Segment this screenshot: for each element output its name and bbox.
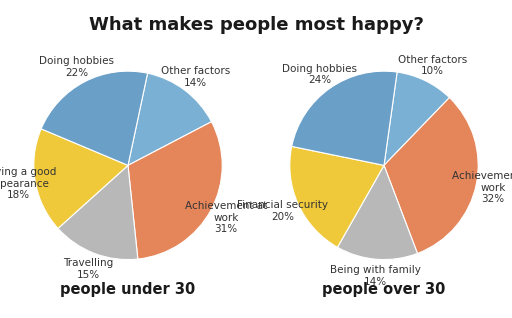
Text: Doing hobbies
22%: Doing hobbies 22%: [39, 56, 114, 78]
Text: Financial security
20%: Financial security 20%: [237, 200, 328, 222]
Title: people over 30: people over 30: [323, 282, 445, 297]
Text: Achievement at
work
32%: Achievement at work 32%: [452, 171, 512, 204]
Text: Doing hobbies
24%: Doing hobbies 24%: [283, 64, 357, 85]
Wedge shape: [128, 73, 211, 165]
Text: What makes people most happy?: What makes people most happy?: [89, 16, 423, 34]
Wedge shape: [337, 165, 417, 259]
Wedge shape: [128, 122, 222, 259]
Wedge shape: [41, 71, 147, 165]
Text: Being with family
14%: Being with family 14%: [330, 266, 421, 287]
Wedge shape: [384, 98, 478, 253]
Text: Other factors
14%: Other factors 14%: [161, 66, 230, 88]
Wedge shape: [290, 146, 384, 247]
Text: Travelling
15%: Travelling 15%: [63, 258, 113, 280]
Text: Having a good
appearance
18%: Having a good appearance 18%: [0, 167, 56, 200]
Wedge shape: [34, 129, 128, 228]
Text: Achievement at
work
31%: Achievement at work 31%: [185, 201, 267, 234]
Wedge shape: [384, 72, 450, 165]
Wedge shape: [292, 71, 397, 165]
Text: Other factors
10%: Other factors 10%: [398, 55, 467, 76]
Wedge shape: [58, 165, 138, 259]
Title: people under 30: people under 30: [60, 282, 196, 297]
